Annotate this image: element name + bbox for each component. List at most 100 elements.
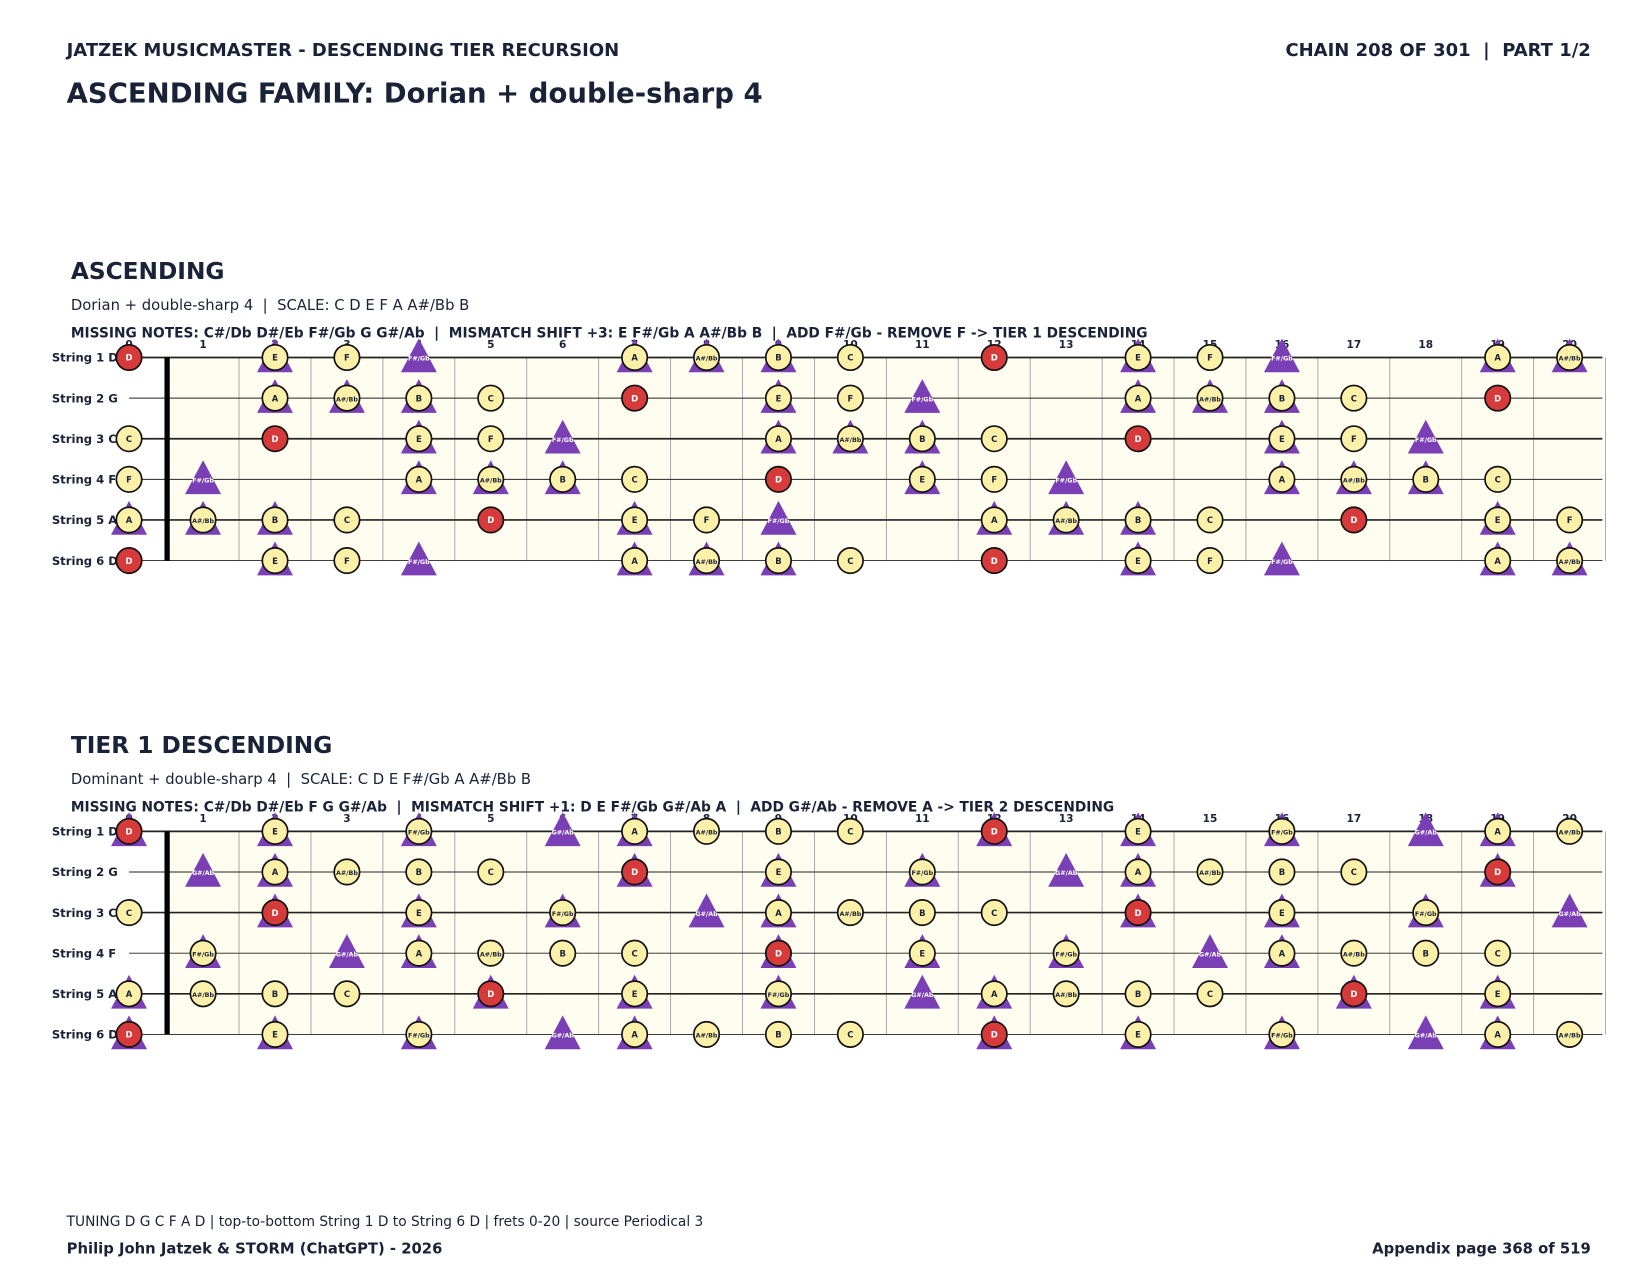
- note-label: A: [416, 948, 423, 958]
- note-label: A: [631, 556, 638, 566]
- note-marker: D: [976, 1015, 1013, 1050]
- scale-note: [621, 980, 649, 1008]
- root-note: [1484, 384, 1512, 412]
- string-label: String 1 D: [52, 351, 118, 365]
- note-label: A: [631, 1030, 638, 1040]
- scale-note: [1556, 1020, 1584, 1048]
- note-label: F#/Gb: [911, 396, 933, 403]
- string-label: String 3 C: [52, 432, 117, 446]
- shift-triangle: [328, 934, 365, 969]
- note-label: A: [1279, 475, 1286, 485]
- note-label: A: [631, 353, 638, 363]
- note-label: E: [272, 556, 278, 566]
- note-marker: F#/Gb: [400, 1015, 437, 1050]
- note-marker: C: [1196, 506, 1224, 534]
- fret-number: 1: [199, 339, 206, 351]
- note-marker: F#/Gb: [1263, 541, 1300, 576]
- scale-note: [1268, 899, 1296, 927]
- scale-note: [1196, 506, 1224, 534]
- string-label: String 5 A: [52, 987, 117, 1001]
- note-label: A#/Bb: [480, 951, 502, 958]
- note-label: E: [632, 989, 638, 999]
- scale-note: [1196, 384, 1224, 412]
- note-marker: A#/Bb: [1556, 1020, 1584, 1048]
- note-marker: F#/Gb: [904, 852, 941, 887]
- note-marker: C: [1340, 858, 1368, 886]
- note-marker: D: [1340, 506, 1368, 534]
- note-label: E: [776, 393, 782, 403]
- string-label: String 2 G: [52, 391, 118, 405]
- note-marker: E: [616, 500, 653, 535]
- note-marker: E: [760, 852, 797, 887]
- note-marker: F#/Gb: [1048, 460, 1085, 495]
- shift-triangle: [544, 1015, 581, 1050]
- root-note: [980, 1020, 1008, 1048]
- note-label: D: [991, 827, 998, 837]
- shift-triangle: [688, 893, 725, 928]
- scale-note: [693, 506, 721, 534]
- scale-note: [1556, 506, 1584, 534]
- note-label: F#/Gb: [1271, 830, 1293, 837]
- note-marker: A: [1263, 934, 1300, 969]
- scale-note: [1196, 547, 1224, 575]
- note-label: A#/Bb: [1559, 356, 1581, 363]
- note-label: A: [775, 434, 782, 444]
- note-label: F: [1207, 556, 1213, 566]
- shift-triangle: [760, 500, 797, 535]
- note-label: A: [991, 515, 998, 525]
- note-marker: E: [760, 379, 797, 413]
- scale-note: [1484, 817, 1512, 845]
- note-marker: A: [1120, 852, 1157, 887]
- note-label: B: [1279, 393, 1285, 403]
- note-marker: A#/Bb: [333, 858, 361, 886]
- note-label: D: [1135, 434, 1142, 444]
- note-label: D: [126, 556, 133, 566]
- note-label: E: [1135, 556, 1141, 566]
- scale-note: [1268, 1020, 1296, 1048]
- scale-note: [115, 980, 143, 1008]
- note-marker: C: [836, 1020, 864, 1048]
- note-marker: F: [477, 425, 505, 453]
- note-marker: D: [1124, 425, 1152, 453]
- string-label: String 4 F: [52, 946, 116, 960]
- note-label: E: [272, 827, 278, 837]
- note-marker: C: [1340, 384, 1368, 412]
- fret-number: 17: [1346, 339, 1361, 351]
- fret-number: 11: [915, 813, 930, 825]
- scale-note: [1340, 425, 1368, 453]
- note-label: C: [344, 515, 350, 525]
- string-label: String 6 D: [52, 1028, 118, 1042]
- note-label: G#/Ab: [1558, 911, 1581, 918]
- note-label: F: [704, 515, 710, 525]
- note-marker: A: [400, 934, 437, 969]
- scale-note: [693, 343, 721, 372]
- note-marker: F#/Gb: [400, 541, 437, 576]
- scale-note: [477, 425, 505, 453]
- note-label: E: [416, 434, 422, 444]
- note-label: B: [919, 434, 925, 444]
- note-marker: A#/Bb: [1340, 939, 1368, 967]
- note-marker: E: [1120, 812, 1157, 847]
- note-marker: B: [261, 980, 289, 1008]
- note-label: C: [488, 393, 494, 403]
- note-label: B: [559, 475, 565, 485]
- note-label: A: [416, 475, 423, 485]
- scale-note: [189, 939, 217, 967]
- scale-note: [115, 506, 143, 534]
- note-label: D: [1494, 393, 1501, 403]
- root-note: [115, 817, 143, 845]
- scale-note: [1196, 980, 1224, 1008]
- note-marker: D: [980, 343, 1008, 372]
- footer-credit: Philip John Jatzek & STORM (ChatGPT) - 2…: [67, 1240, 443, 1257]
- note-label: B: [559, 948, 565, 958]
- note-marker: D: [760, 934, 797, 969]
- note-marker: C: [333, 980, 361, 1008]
- note-marker: A: [111, 500, 148, 535]
- scale-note: [621, 1020, 649, 1048]
- scale-note: [764, 547, 792, 575]
- shift-triangle: [1048, 460, 1085, 495]
- note-marker: F: [693, 506, 721, 534]
- scale-note: [549, 899, 577, 927]
